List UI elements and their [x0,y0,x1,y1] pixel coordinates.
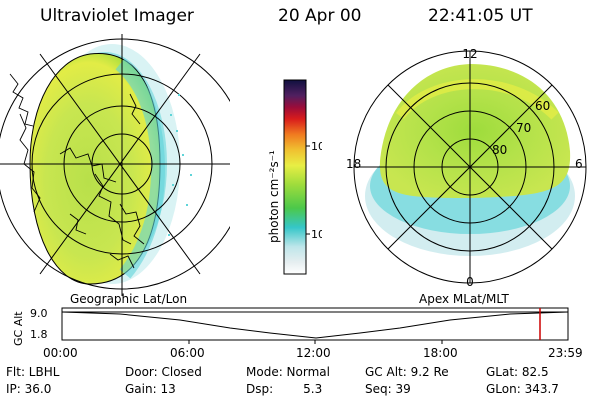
glat-value: GLat: 82.5 [486,365,549,379]
apex-caption: Apex MLat/MLT [419,292,509,306]
info-col-2: Door: Closed Gain: 13 [125,364,202,398]
dsp-row: Dsp: 5.3 [246,381,330,398]
glon-value: GLon: 343.7 [486,382,559,396]
geographic-caption: Geographic Lat/Lon [70,292,188,306]
info-col-1: Flt: LBHL IP: 36.0 [6,364,59,398]
colorbar-scale [283,79,307,275]
gain-value: Gain: 13 [125,382,176,396]
dsp-value: 5.3 [303,382,323,396]
app-title: Ultraviolet Imager [40,6,194,26]
door-value: Door: Closed [125,365,202,379]
lat-label-80: 80 [492,143,507,157]
dsp-label: Dsp: [246,382,274,396]
gc-alt-value: GC Alt: 9.2 Re [365,365,449,379]
filter-value: Flt: LBHL [6,365,60,379]
mlt-label-0: 0 [466,275,474,286]
y-tick-9: 9.0 [30,307,48,320]
polar-grid [353,50,587,284]
mode-value: Mode: Normal [246,365,330,379]
colorbar-tick-10: 10 [311,228,322,241]
lat-label-60: 60 [535,99,550,113]
info-col-5: GLat: 82.5 GLon: 343.7 [486,364,559,398]
info-col-4: GC Alt: 9.2 Re Seq: 39 [365,364,449,398]
x-tick-1200: 12:00 [296,346,331,360]
colorbar-label: photon cm⁻²s⁻¹ [267,150,281,243]
altitude-timeline: GC Alt 9.0 1.8 [12,307,569,346]
lat-lon-grid [0,34,230,296]
geographic-image [0,34,230,296]
x-tick-2359: 23:59 [548,346,583,360]
colorbar: 100 10 photon cm⁻²s⁻¹ [267,79,322,275]
colorbar-tick-100: 100 [311,140,322,153]
info-col-3: Mode: Normal Dsp: 5.3 [246,364,330,398]
timeline-ticks [188,340,443,344]
x-tick-0000: 00:00 [43,346,78,360]
mlt-label-12: 12 [462,47,477,61]
lat-label-70: 70 [516,121,531,135]
seq-value: Seq: 39 [365,382,411,396]
ip-value: IP: 36.0 [6,382,52,396]
coastlines [9,73,145,269]
timeline-frame [61,307,569,341]
x-tick-1800: 18:00 [423,346,458,360]
mlt-label-6: 6 [575,157,583,171]
scatter-specks [168,94,192,236]
y-tick-1.8: 1.8 [30,328,48,341]
timeline-axis-label: GC Alt [12,311,25,346]
polar-plot: 12 18 6 0 60 70 80 [346,47,587,286]
time-label: 22:41:05 UT [428,6,533,26]
date-label: 20 Apr 00 [278,6,362,26]
altitude-curve [61,311,569,339]
mlt-label-18: 18 [346,157,361,171]
x-tick-0600: 06:00 [170,346,205,360]
